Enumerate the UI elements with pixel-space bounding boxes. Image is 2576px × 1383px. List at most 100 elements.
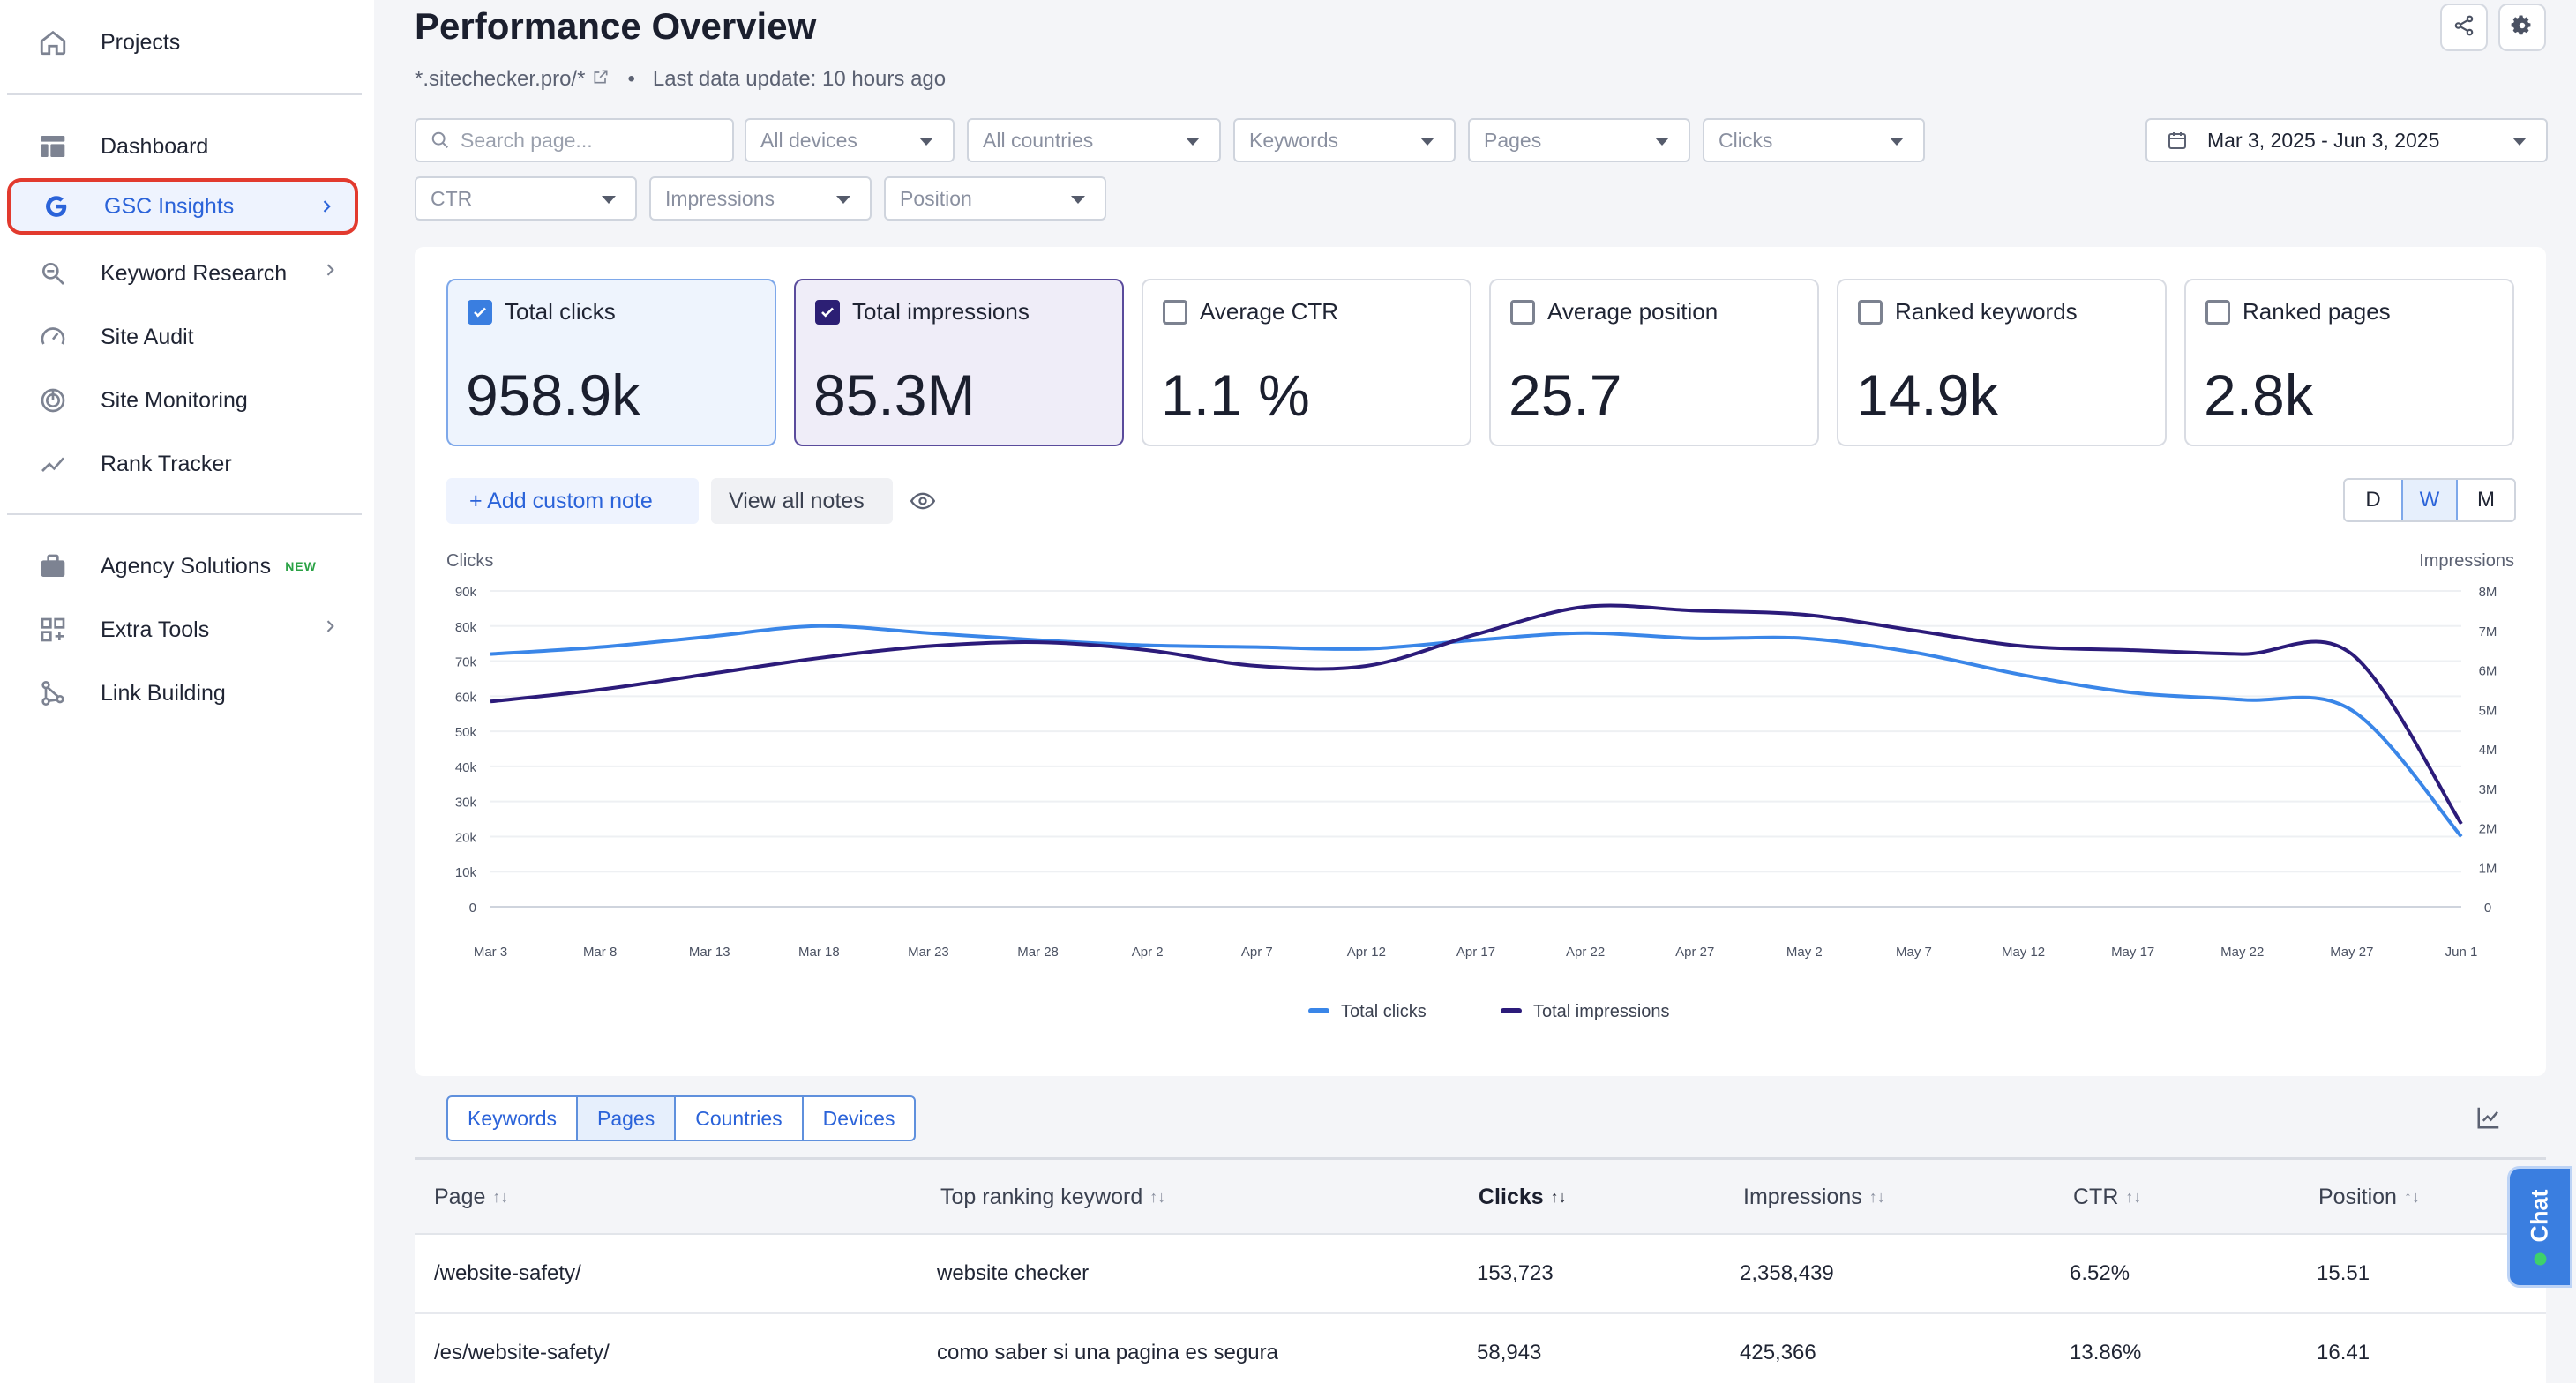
chat-button[interactable]: Chat [2507, 1166, 2572, 1288]
view-all-notes-button[interactable]: View all notes [711, 478, 893, 524]
cell-clicks: 58,943 [1477, 1341, 1542, 1364]
column-header-clicks[interactable]: Clicks ↑↓ [1479, 1185, 1567, 1210]
checkbox-unchecked[interactable] [1510, 300, 1535, 325]
briefcase-icon [35, 549, 71, 584]
sort-icon: ↑↓ [1868, 1188, 1885, 1206]
x-tick-label: Mar 8 [583, 945, 617, 960]
share-button[interactable] [2440, 4, 2488, 51]
pages-table: Page ↑↓ Top ranking keyword ↑↓ Clicks ↑↓ Im… [415, 1157, 2546, 1383]
gear-icon [2511, 14, 2534, 41]
table-row[interactable]: /es/website-safety/ como saber si una pa… [415, 1314, 2546, 1383]
metric-value: 25.7 [1509, 363, 1622, 428]
column-header-label: Page [434, 1185, 486, 1209]
metric-average-position[interactable]: Average position 25.7 [1489, 279, 1819, 446]
x-tick-label: Mar 23 [908, 945, 949, 960]
granularity-week-button[interactable]: W [2401, 480, 2458, 520]
checkbox-checked[interactable] [815, 300, 840, 325]
devices-select[interactable]: All devices [745, 118, 955, 162]
project-domain-link[interactable]: *.sitechecker.pro/* [415, 67, 586, 91]
table-row[interactable]: /website-safety/ website checker 153,723… [415, 1235, 2546, 1314]
granularity-month-button[interactable]: M [2477, 488, 2495, 512]
sidebar-item-gsc-insights[interactable]: GSC Insights [7, 178, 358, 235]
ctr-filter-value: CTR [431, 186, 473, 210]
checkbox-unchecked[interactable] [2205, 300, 2230, 325]
cell-page[interactable]: /website-safety/ [434, 1261, 581, 1285]
column-header-label: Top ranking keyword [940, 1185, 1143, 1209]
eye-icon[interactable] [905, 478, 940, 524]
tab-keywords[interactable]: Keywords [448, 1097, 578, 1140]
grid-plus-icon [35, 612, 71, 647]
column-header-page[interactable]: Page ↑↓ [434, 1185, 508, 1210]
y-tick-left: 0 [469, 901, 476, 916]
countries-select[interactable]: All countries [967, 118, 1221, 162]
y-axis-left-title: Clicks [446, 551, 493, 571]
sort-icon: ↑↓ [2125, 1188, 2142, 1206]
google-icon [39, 189, 74, 224]
tab-pages[interactable]: Pages [577, 1097, 677, 1140]
cell-page[interactable]: /es/website-safety/ [434, 1341, 610, 1364]
search-page-field[interactable] [415, 118, 734, 162]
legend-label-total-clicks: Total clicks [1341, 1002, 1427, 1021]
tab-devices[interactable]: Devices [822, 1106, 895, 1130]
link-graph-icon [35, 676, 71, 711]
sidebar-item-agency-solutions[interactable]: Agency Solutions NEW [7, 538, 358, 594]
impressions-filter[interactable]: Impressions [649, 176, 872, 221]
series-line-total-impressions [490, 603, 2463, 826]
sidebar-item-link-building[interactable]: Link Building [7, 665, 358, 721]
position-filter-value: Position [900, 186, 972, 210]
sidebar-item-site-monitoring[interactable]: Site Monitoring [7, 372, 358, 429]
column-header-impressions[interactable]: Impressions ↑↓ [1743, 1185, 1885, 1210]
y-tick-right: 0 [2484, 901, 2491, 916]
date-range-picker[interactable]: Mar 3, 2025 - Jun 3, 2025 [2145, 118, 2548, 162]
metric-ranked-pages[interactable]: Ranked pages 2.8k [2184, 279, 2514, 446]
position-filter[interactable]: Position [884, 176, 1106, 221]
caret-down-icon [1655, 138, 1669, 146]
pages-filter[interactable]: Pages [1468, 118, 1690, 162]
y-tick-left: 80k [455, 620, 477, 635]
external-link-icon[interactable] [592, 67, 610, 92]
dashboard-icon [35, 129, 71, 164]
checkbox-unchecked[interactable] [1163, 300, 1187, 325]
add-custom-note-button[interactable]: + Add custom note [446, 478, 699, 524]
checkbox-unchecked[interactable] [1858, 300, 1883, 325]
column-header-position[interactable]: Position ↑↓ [2318, 1185, 2420, 1210]
tab-countries[interactable]: Countries [676, 1097, 804, 1140]
search-page-input[interactable] [461, 128, 725, 153]
ctr-filter[interactable]: CTR [415, 176, 637, 221]
column-header-ctr[interactable]: CTR ↑↓ [2073, 1185, 2141, 1210]
settings-button[interactable] [2498, 4, 2546, 51]
clicks-filter-value: Clicks [1719, 128, 1773, 152]
devices-select-value: All devices [760, 128, 857, 152]
granularity-day-button[interactable]: D [2365, 488, 2381, 512]
sidebar-item-rank-tracker[interactable]: Rank Tracker [7, 436, 358, 492]
chart-toggle-icon[interactable] [2475, 1104, 2502, 1135]
x-tick-label: May 17 [2111, 945, 2154, 960]
divider [7, 93, 362, 95]
metric-ranked-keywords[interactable]: Ranked keywords 14.9k [1837, 279, 2167, 446]
sort-icon: ↑↓ [492, 1188, 509, 1206]
table-tabs: Keywords Pages Countries Devices [446, 1095, 917, 1141]
metric-value: 1.1 % [1161, 363, 1310, 428]
sidebar-item-extra-tools[interactable]: Extra Tools [7, 602, 358, 658]
keywords-filter[interactable]: Keywords [1233, 118, 1456, 162]
x-tick-label: Apr 22 [1566, 945, 1605, 960]
metric-total-clicks[interactable]: Total clicks 958.9k [446, 279, 776, 446]
column-header-top-keyword[interactable]: Top ranking keyword ↑↓ [940, 1185, 1165, 1210]
cell-position: 16.41 [2317, 1341, 2370, 1364]
checkbox-checked[interactable] [468, 300, 492, 325]
sidebar-item-projects[interactable]: Projects [7, 14, 358, 71]
search-icon [431, 131, 450, 150]
series-line-total-clicks [490, 624, 2463, 838]
clicks-filter[interactable]: Clicks [1703, 118, 1925, 162]
sidebar-item-label: Site Monitoring [101, 387, 248, 413]
sidebar-item-dashboard[interactable]: Dashboard [7, 118, 358, 175]
sidebar-item-keyword-research[interactable]: Keyword Research [7, 245, 358, 302]
keyword-search-icon [35, 256, 71, 291]
main-content: Performance Overview *.sitechecker.pro/*… [374, 0, 2576, 1383]
metric-total-impressions[interactable]: Total impressions 85.3M [794, 279, 1124, 446]
y-tick-right: 2M [2479, 822, 2497, 837]
metric-average-ctr[interactable]: Average CTR 1.1 % [1142, 279, 1471, 446]
cell-clicks: 153,723 [1477, 1261, 1554, 1285]
cell-ctr: 13.86% [2070, 1341, 2142, 1364]
sidebar-item-site-audit[interactable]: Site Audit [7, 309, 358, 365]
